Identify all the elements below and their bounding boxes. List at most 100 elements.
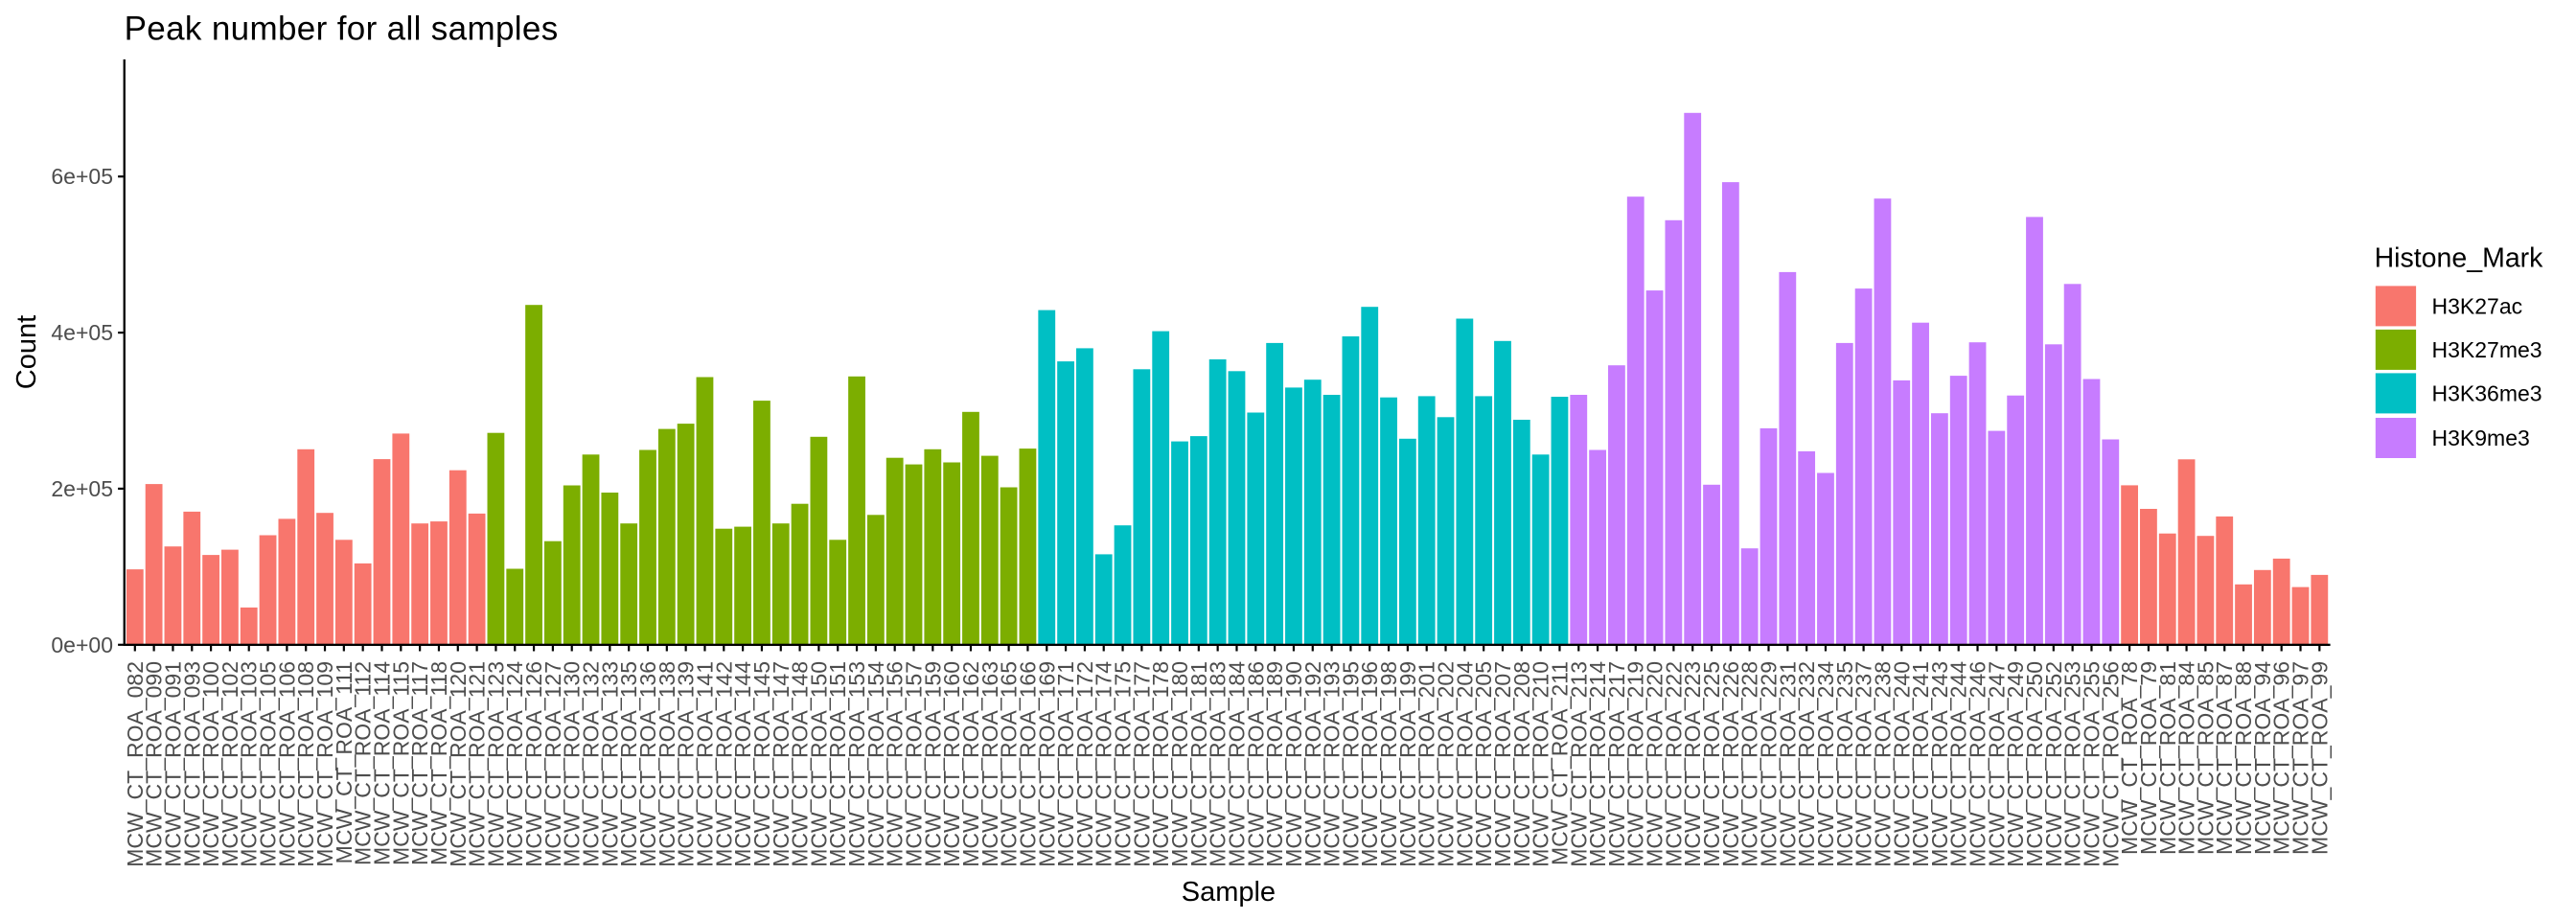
svg-text:MCW_CT_ROA_256: MCW_CT_ROA_256 [2098, 661, 2123, 867]
svg-text:MCW_CT_ROA_243: MCW_CT_ROA_243 [1927, 661, 1952, 867]
svg-text:MCW_CT_ROA_103: MCW_CT_ROA_103 [237, 661, 262, 867]
svg-text:MCW_CT_ROA_127: MCW_CT_ROA_127 [540, 661, 565, 867]
svg-text:MCW_CT_ROA_231: MCW_CT_ROA_231 [1775, 661, 1800, 867]
svg-text:MCW_CT_ROA_100: MCW_CT_ROA_100 [198, 661, 223, 867]
svg-text:MCW_CT_ROA_121: MCW_CT_ROA_121 [465, 661, 490, 867]
svg-text:MCW_CT_ROA_84: MCW_CT_ROA_84 [2174, 661, 2199, 855]
svg-text:MCW_CT_ROA_156: MCW_CT_ROA_156 [883, 661, 908, 867]
svg-text:H3K27me3: H3K27me3 [2432, 337, 2542, 362]
svg-text:MCW_CT_ROA_249: MCW_CT_ROA_249 [2003, 661, 2028, 867]
svg-text:MCW_CT_ROA_133: MCW_CT_ROA_133 [597, 661, 622, 867]
svg-text:MCW_CT_ROA_88: MCW_CT_ROA_88 [2231, 661, 2256, 855]
svg-text:MCW_CT_ROA_144: MCW_CT_ROA_144 [730, 661, 755, 867]
svg-text:MCW_CT_ROA_148: MCW_CT_ROA_148 [788, 661, 813, 867]
svg-text:MCW_CT_ROA_244: MCW_CT_ROA_244 [1946, 661, 1971, 867]
svg-text:MCW_CT_ROA_130: MCW_CT_ROA_130 [560, 661, 585, 867]
svg-text:MCW_CT_ROA_223: MCW_CT_ROA_223 [1680, 661, 1705, 867]
svg-text:MCW_CT_ROA_154: MCW_CT_ROA_154 [863, 661, 888, 867]
svg-text:MCW_CT_ROA_118: MCW_CT_ROA_118 [426, 661, 451, 865]
svg-text:MCW_CT_ROA_159: MCW_CT_ROA_159 [920, 661, 945, 867]
svg-text:MCW_CT_ROA_126: MCW_CT_ROA_126 [521, 661, 546, 867]
svg-text:MCW_CT_ROA_153: MCW_CT_ROA_153 [844, 661, 869, 867]
svg-text:MCW_CT_ROA_178: MCW_CT_ROA_178 [1148, 661, 1173, 867]
svg-text:6e+05: 6e+05 [51, 164, 113, 189]
svg-text:4e+05: 4e+05 [51, 320, 113, 345]
svg-text:MCW_CT_ROA_165: MCW_CT_ROA_165 [997, 661, 1022, 867]
svg-text:MCW_CT_ROA_091: MCW_CT_ROA_091 [160, 661, 185, 867]
svg-text:MCW_CT_ROA_142: MCW_CT_ROA_142 [711, 661, 736, 867]
svg-text:MCW_CT_ROA_190: MCW_CT_ROA_190 [1281, 661, 1306, 867]
svg-text:MCW_CT_ROA_211: MCW_CT_ROA_211 [1547, 661, 1572, 865]
svg-text:MCW_CT_ROA_234: MCW_CT_ROA_234 [1813, 661, 1838, 867]
svg-text:MCW_CT_ROA_151: MCW_CT_ROA_151 [825, 661, 850, 867]
svg-text:MCW_CT_ROA_199: MCW_CT_ROA_199 [1395, 661, 1420, 867]
svg-text:MCW_CT_ROA_160: MCW_CT_ROA_160 [939, 661, 964, 867]
svg-text:MCW_CT_ROA_81: MCW_CT_ROA_81 [2155, 661, 2180, 855]
svg-text:MCW_CT_ROA_247: MCW_CT_ROA_247 [1984, 661, 2009, 867]
svg-text:MCW_CT_ROA_139: MCW_CT_ROA_139 [674, 661, 699, 867]
svg-text:MCW_CT_ROA_252: MCW_CT_ROA_252 [2041, 661, 2066, 867]
svg-text:MCW_CT_ROA_207: MCW_CT_ROA_207 [1490, 661, 1515, 867]
svg-text:MCW_CT_ROA_135: MCW_CT_ROA_135 [616, 661, 641, 867]
svg-text:MCW_CT_ROA_204: MCW_CT_ROA_204 [1452, 661, 1477, 867]
svg-text:MCW_CT_ROA_105: MCW_CT_ROA_105 [256, 661, 281, 867]
svg-text:MCW_CT_ROA_108: MCW_CT_ROA_108 [293, 661, 318, 867]
svg-text:Peak number for all samples: Peak number for all samples [125, 10, 559, 47]
svg-text:MCW_CT_ROA_235: MCW_CT_ROA_235 [1832, 661, 1857, 867]
svg-text:MCW_CT_ROA_090: MCW_CT_ROA_090 [142, 661, 167, 867]
svg-text:MCW_CT_ROA_198: MCW_CT_ROA_198 [1376, 661, 1401, 867]
svg-text:MCW_CT_ROA_192: MCW_CT_ROA_192 [1300, 661, 1325, 867]
svg-text:MCW_CT_ROA_189: MCW_CT_ROA_189 [1262, 661, 1287, 867]
svg-text:MCW_CT_ROA_202: MCW_CT_ROA_202 [1434, 661, 1459, 867]
svg-text:MCW_CT_ROA_186: MCW_CT_ROA_186 [1243, 661, 1268, 867]
svg-text:MCW_CT_ROA_232: MCW_CT_ROA_232 [1794, 661, 1819, 867]
svg-text:MCW_CT_ROA_181: MCW_CT_ROA_181 [1186, 661, 1211, 867]
svg-text:Count: Count [12, 315, 42, 389]
svg-text:MCW_CT_ROA_132: MCW_CT_ROA_132 [579, 661, 604, 867]
svg-text:MCW_CT_ROA_210: MCW_CT_ROA_210 [1529, 661, 1553, 867]
svg-text:MCW_CT_ROA_183: MCW_CT_ROA_183 [1206, 661, 1230, 867]
svg-text:MCW_CT_ROA_219: MCW_CT_ROA_219 [1623, 661, 1648, 867]
svg-text:MCW_CT_ROA_124: MCW_CT_ROA_124 [502, 661, 527, 867]
svg-text:MCW_CT_ROA_106: MCW_CT_ROA_106 [274, 661, 299, 867]
svg-text:MCW_CT_ROA_96: MCW_CT_ROA_96 [2269, 661, 2294, 855]
svg-text:H3K27ac: H3K27ac [2432, 293, 2523, 318]
svg-text:MCW_CT_ROA_114: MCW_CT_ROA_114 [369, 661, 394, 865]
svg-text:Histone_Mark: Histone_Mark [2375, 242, 2544, 273]
svg-text:MCW_CT_ROA_141: MCW_CT_ROA_141 [692, 661, 717, 867]
svg-text:MCW_CT_ROA_195: MCW_CT_ROA_195 [1338, 661, 1363, 867]
svg-text:MCW_CT_ROA_250: MCW_CT_ROA_250 [2022, 661, 2047, 867]
svg-text:MCW_CT_ROA_169: MCW_CT_ROA_169 [1034, 661, 1059, 867]
svg-text:MCW_CT_ROA_177: MCW_CT_ROA_177 [1129, 661, 1154, 867]
svg-text:MCW_CT_ROA_205: MCW_CT_ROA_205 [1471, 661, 1496, 867]
svg-text:MCW_CT_ROA_193: MCW_CT_ROA_193 [1320, 661, 1345, 867]
svg-text:MCW_CT_ROA_102: MCW_CT_ROA_102 [218, 661, 242, 867]
svg-text:MCW_CT_ROA_184: MCW_CT_ROA_184 [1224, 661, 1249, 867]
svg-text:MCW_CT_ROA_217: MCW_CT_ROA_217 [1604, 661, 1629, 867]
svg-text:MCW_CT_ROA_214: MCW_CT_ROA_214 [1585, 661, 1610, 867]
svg-text:MCW_CT_ROA_145: MCW_CT_ROA_145 [749, 661, 774, 867]
svg-text:MCW_CT_ROA_082: MCW_CT_ROA_082 [123, 661, 148, 867]
svg-text:MCW_CT_ROA_166: MCW_CT_ROA_166 [1015, 661, 1040, 867]
svg-text:MCW_CT_ROA_87: MCW_CT_ROA_87 [2212, 661, 2237, 855]
svg-text:MCW_CT_ROA_111: MCW_CT_ROA_111 [332, 661, 356, 863]
svg-text:MCW_CT_ROA_174: MCW_CT_ROA_174 [1092, 661, 1116, 867]
svg-text:MCW_CT_ROA_123: MCW_CT_ROA_123 [483, 661, 508, 867]
svg-text:MCW_CT_ROA_225: MCW_CT_ROA_225 [1699, 661, 1724, 867]
svg-text:H3K9me3: H3K9me3 [2432, 426, 2530, 450]
svg-text:MCW_CT_ROA_213: MCW_CT_ROA_213 [1566, 661, 1591, 867]
svg-text:MCW_CT_ROA_117: MCW_CT_ROA_117 [407, 661, 432, 865]
svg-text:Sample: Sample [1182, 877, 1276, 908]
svg-text:MCW_CT_ROA_109: MCW_CT_ROA_109 [312, 661, 337, 867]
svg-text:MCW_CT_ROA_163: MCW_CT_ROA_163 [978, 661, 1002, 867]
svg-text:MCW_CT_ROA_226: MCW_CT_ROA_226 [1718, 661, 1743, 867]
svg-text:MCW_CT_ROA_171: MCW_CT_ROA_171 [1053, 661, 1078, 867]
svg-text:MCW_CT_ROA_115: MCW_CT_ROA_115 [388, 661, 413, 865]
svg-text:MCW_CT_ROA_94: MCW_CT_ROA_94 [2250, 661, 2275, 855]
svg-text:MCW_CT_ROA_255: MCW_CT_ROA_255 [2079, 661, 2104, 867]
svg-text:H3K36me3: H3K36me3 [2432, 380, 2542, 405]
svg-text:MCW_CT_ROA_162: MCW_CT_ROA_162 [958, 661, 983, 867]
svg-text:MCW_CT_ROA_157: MCW_CT_ROA_157 [902, 661, 927, 867]
svg-text:MCW_CT_ROA_228: MCW_CT_ROA_228 [1737, 661, 1762, 867]
svg-text:MCW_CT_ROA_78: MCW_CT_ROA_78 [2117, 661, 2142, 855]
